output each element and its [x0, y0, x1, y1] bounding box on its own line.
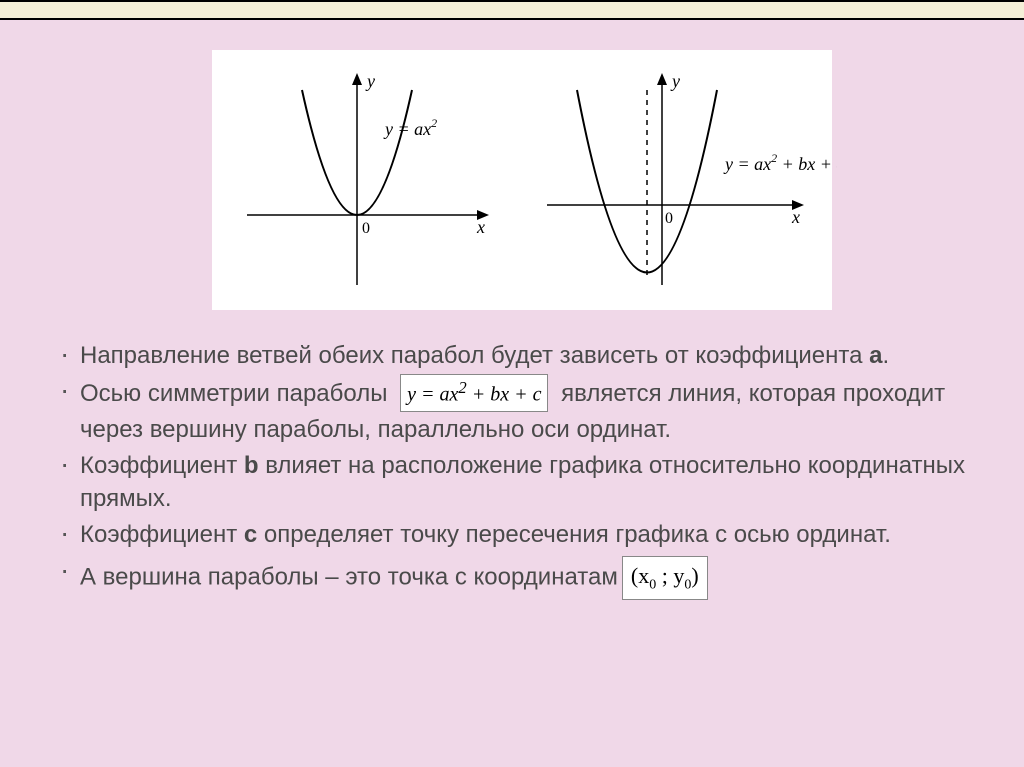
y-arrow [657, 73, 667, 85]
bold-b: b [244, 452, 259, 479]
x-axis-label: x [476, 217, 485, 237]
bullet-post: определяет точку пересечения графика с о… [257, 521, 891, 548]
graphs-panel: y x 0 y = ax2 y [212, 50, 832, 310]
bullet-1: Направление ветвей обеих парабол будет з… [60, 340, 984, 372]
formula-label: y = ax2 [383, 116, 437, 139]
bullet-text: Направление ветвей обеих парабол будет з… [80, 342, 869, 369]
coords-box: (x0 ; y0) [622, 556, 708, 600]
top-bar [0, 0, 1024, 20]
bullet-2: Осью симметрии параболы y = ax2 + bx + c… [60, 376, 984, 446]
bullet-text: Коэффициент [80, 452, 244, 479]
bold-c: с [244, 521, 257, 548]
bullet-text: Коэффициент [80, 521, 244, 548]
bullet-text: А вершина параболы – это точка с координ… [80, 563, 618, 590]
y-axis-label: y [365, 71, 375, 91]
formula-label: y = ax2 + bx + c [723, 151, 837, 174]
graph-right: y x 0 y = ax2 + bx + c [537, 65, 817, 295]
x-axis-label: x [791, 207, 800, 227]
origin-label: 0 [362, 220, 370, 237]
bold-a: а [869, 342, 882, 369]
bullet-5: А вершина параболы – это точка с координ… [60, 556, 984, 600]
bullet-post: . [883, 342, 890, 369]
inline-formula: y = ax2 + bx + c [400, 374, 548, 412]
bullet-4: Коэффициент с определяет точку пересечен… [60, 519, 984, 551]
y-axis-label: y [670, 71, 680, 91]
slide-content: y x 0 y = ax2 y [0, 20, 1024, 634]
y-arrow [352, 73, 362, 85]
graph-left: y x 0 y = ax2 [227, 65, 507, 295]
graph-left-svg: y x 0 y = ax2 [227, 65, 507, 295]
bullet-list: Направление ветвей обеих парабол будет з… [60, 340, 984, 600]
bullet-3: Коэффициент b влияет на расположение гра… [60, 450, 984, 515]
origin-label: 0 [665, 210, 673, 227]
bullet-text: Осью симметрии параболы [80, 381, 387, 408]
graph-right-svg: y x 0 y = ax2 + bx + c [537, 65, 837, 295]
